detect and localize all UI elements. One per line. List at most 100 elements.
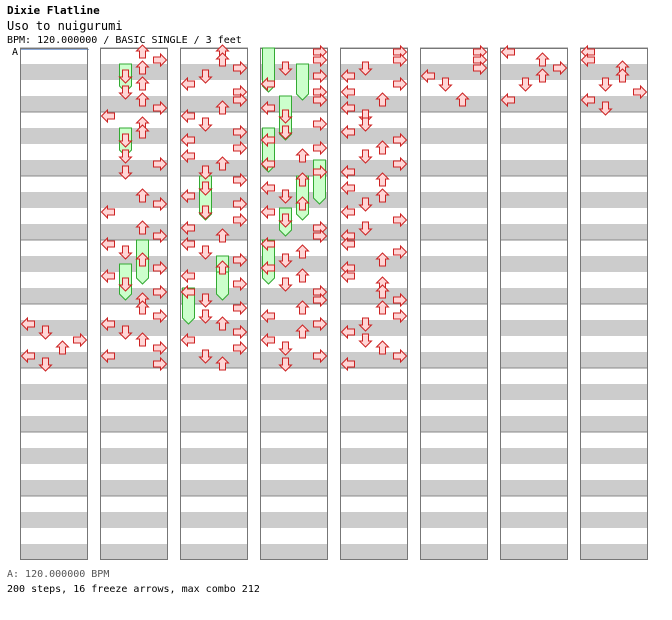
right-arrow-icon <box>73 332 88 348</box>
down-arrow-icon <box>38 357 53 372</box>
measure-stripe <box>20 256 88 272</box>
measure-stripe <box>580 352 648 368</box>
measure-stripe <box>500 416 568 432</box>
down-arrow-icon <box>278 213 293 228</box>
left-arrow-icon <box>180 132 195 148</box>
measure-stripe <box>420 512 488 528</box>
up-arrow-icon <box>215 52 230 67</box>
right-arrow-icon <box>553 60 568 76</box>
measure-stripe <box>180 512 248 528</box>
left-arrow-icon <box>100 204 115 220</box>
measure-stripe <box>580 288 648 304</box>
measure-stripe <box>100 96 168 112</box>
left-arrow-icon <box>180 332 195 348</box>
up-arrow-icon <box>535 52 550 67</box>
right-arrow-icon <box>153 284 168 300</box>
measure-stripe <box>260 288 328 304</box>
right-arrow-icon <box>233 324 248 340</box>
down-arrow-icon <box>278 277 293 292</box>
measure-stripe <box>340 352 408 368</box>
left-arrow-icon <box>260 180 275 196</box>
down-arrow-icon <box>278 109 293 124</box>
right-arrow-icon <box>233 212 248 228</box>
measure-stripe <box>180 544 248 560</box>
left-arrow-icon <box>340 204 355 220</box>
right-arrow-icon <box>313 116 328 132</box>
up-arrow-icon <box>135 60 150 75</box>
down-arrow-icon <box>358 117 373 132</box>
up-arrow-icon <box>135 92 150 107</box>
up-arrow-icon <box>135 188 150 203</box>
measure-stripe <box>420 448 488 464</box>
left-arrow-icon <box>260 76 275 92</box>
right-arrow-icon <box>393 76 408 92</box>
left-arrow-icon <box>260 332 275 348</box>
down-arrow-icon <box>118 165 133 180</box>
measure-stripe <box>20 160 88 176</box>
left-arrow-icon <box>180 284 195 300</box>
right-arrow-icon <box>233 92 248 108</box>
measure-stripe <box>20 64 88 80</box>
measure-stripe <box>20 352 88 368</box>
measure-stripe <box>500 480 568 496</box>
left-arrow-icon <box>580 52 595 68</box>
bpm-summary: A: 120.000000 BPM <box>7 569 110 580</box>
up-arrow-icon <box>215 316 230 331</box>
measure-stripe <box>500 384 568 400</box>
measure-stripe <box>500 352 568 368</box>
down-arrow-icon <box>358 221 373 236</box>
right-arrow-icon <box>233 300 248 316</box>
up-arrow-icon <box>295 324 310 339</box>
left-arrow-icon <box>340 84 355 100</box>
measure-stripe <box>100 352 168 368</box>
measure-stripe <box>180 288 248 304</box>
measure-stripe <box>260 64 328 80</box>
down-arrow-icon <box>358 317 373 332</box>
right-arrow-icon <box>313 92 328 108</box>
right-arrow-icon <box>393 292 408 308</box>
bpm-marker: A <box>12 47 19 58</box>
measure-stripe <box>340 512 408 528</box>
measure-stripe <box>260 320 328 336</box>
measure-stripe <box>580 96 648 112</box>
left-arrow-icon <box>580 92 595 108</box>
up-arrow-icon <box>135 124 150 139</box>
measure-stripe <box>340 544 408 560</box>
right-arrow-icon <box>393 244 408 260</box>
measure-stripe <box>100 416 168 432</box>
measure-stripe <box>500 320 568 336</box>
right-arrow-icon <box>153 340 168 356</box>
left-arrow-icon <box>180 76 195 92</box>
column-border <box>500 48 568 560</box>
measure-stripe <box>260 160 328 176</box>
column-border <box>20 48 88 560</box>
measure-stripe <box>20 384 88 400</box>
measure-stripe <box>340 320 408 336</box>
up-arrow-icon <box>135 44 150 59</box>
measure-stripe <box>500 224 568 240</box>
up-arrow-icon <box>215 156 230 171</box>
measure-stripe <box>580 544 648 560</box>
up-arrow-icon <box>55 340 70 355</box>
measure-stripe <box>500 448 568 464</box>
measure-stripe <box>260 544 328 560</box>
down-arrow-icon <box>278 189 293 204</box>
measure-stripe <box>340 192 408 208</box>
measure-stripe <box>100 448 168 464</box>
up-arrow-icon <box>295 148 310 163</box>
right-arrow-icon <box>313 292 328 308</box>
right-arrow-icon <box>153 260 168 276</box>
measure-stripe <box>340 224 408 240</box>
left-arrow-icon <box>100 108 115 124</box>
right-arrow-icon <box>393 52 408 68</box>
measure-stripe <box>420 256 488 272</box>
measure-stripe <box>260 512 328 528</box>
measure-stripe <box>100 480 168 496</box>
up-arrow-icon <box>375 172 390 187</box>
measure-stripe <box>20 96 88 112</box>
down-arrow-icon <box>598 77 613 92</box>
left-arrow-icon <box>100 268 115 284</box>
measure-stripe <box>180 352 248 368</box>
measure-stripe <box>420 128 488 144</box>
up-arrow-icon <box>375 140 390 155</box>
